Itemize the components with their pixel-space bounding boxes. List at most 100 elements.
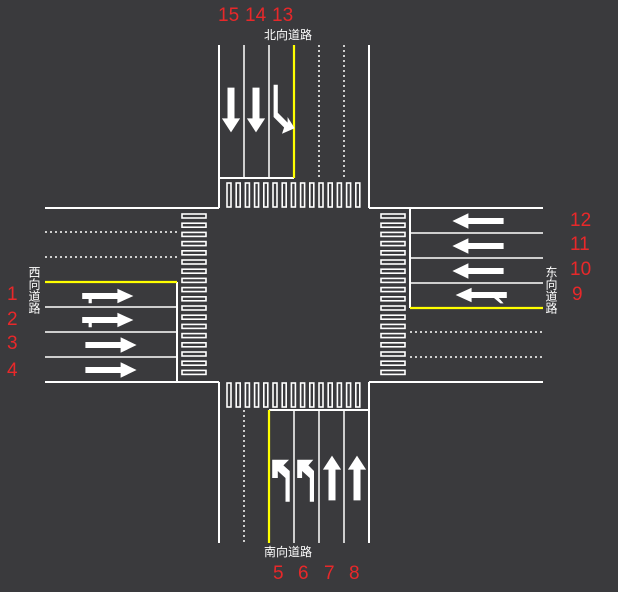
crosswalk-stripe [253,182,260,208]
east-road-label: 东向道路 [544,266,558,314]
road-edges [45,45,543,543]
arrow-straight-icon [322,455,342,501]
crosswalk-stripe [181,305,207,311]
crosswalk-stripe [262,382,269,408]
crosswalk-stripe [380,341,406,348]
crosswalk-stripe [354,182,361,208]
crosswalk-stripe [235,182,241,208]
crosswalk-stripe [181,360,207,367]
lane-number: 4 [7,360,18,381]
crosswalk-stripe [380,240,406,247]
crosswalk-stripe [290,182,297,208]
crosswalk-stripe [345,182,352,208]
crosswalk-stripe [380,222,406,228]
crosswalk-stripe [354,382,361,408]
lane-dividers [45,45,543,543]
arrow-left-icon [272,459,290,502]
lane-number: 9 [572,284,583,305]
crosswalk-stripe [181,286,207,293]
crosswalk-stripe [380,259,406,265]
east-crosswalk [380,213,406,376]
crosswalk-stripe [181,268,207,275]
crosswalk-stripe [380,360,406,367]
crosswalk-stripe [181,231,207,238]
crosswalk-stripe [244,382,251,408]
crosswalk-stripe [336,182,343,208]
north-crosswalk [226,182,361,208]
crosswalk-stripe [380,314,406,321]
lane-number: 14 [245,5,267,26]
crosswalk-stripe [290,382,297,408]
lane-number: 10 [570,259,592,280]
crosswalk-stripe [380,250,406,256]
lane-number: 3 [7,333,18,354]
crosswalk-stripe [181,277,207,284]
arrow-straight-left-icon [455,287,507,304]
crosswalk-stripe [181,332,207,339]
crosswalk-stripe [308,182,315,208]
crosswalk-stripe [262,182,269,208]
center-lines [45,45,543,543]
crosswalk-stripe [181,213,207,219]
lane-number: 1 [7,284,18,305]
crosswalk-stripe [380,305,406,311]
crosswalk-stripe [308,382,315,408]
crosswalk-stripe [181,240,207,247]
west-crosswalk [181,213,207,376]
crosswalk-stripe [253,382,260,408]
arrow-straight-left-icon [82,288,134,304]
crosswalk-stripe [226,382,232,408]
arrow-straight-icon [85,337,137,353]
crosswalk-stripe [380,268,406,275]
arrow-straight-right-icon [273,84,295,134]
arrow-straight-icon [347,455,367,501]
crosswalk-stripe [181,295,207,302]
arrow-straight-left-icon [82,312,134,328]
north-road-label: 北向道路 [264,28,313,42]
crosswalk-stripe [181,314,207,321]
crosswalk-stripe [380,351,406,357]
crosswalk-stripe [281,382,288,408]
crosswalk-stripe [380,277,406,284]
arrow-straight-icon [246,87,266,133]
crosswalk-stripe [272,382,278,408]
crosswalk-stripe [281,182,288,208]
crosswalk-stripe [327,382,334,408]
crosswalk-stripe [380,286,406,293]
lane-number: 2 [7,309,18,330]
crosswalk-stripe [181,259,207,265]
lane-number: 13 [272,5,294,26]
crosswalk-stripe [272,182,278,208]
crosswalk-stripe [244,182,251,208]
lane-number: 8 [349,563,360,584]
crosswalk-stripe [318,182,324,208]
arrow-left-straight-icon [297,459,314,502]
crosswalk-stripe [235,382,241,408]
arrow-straight-icon [452,263,504,279]
crosswalk-stripe [181,250,207,256]
south-road-label: 南向道路 [264,545,313,559]
crosswalk-stripe [380,213,406,219]
lane-arrows [82,84,507,502]
crosswalk-stripe [380,231,406,238]
south-crosswalk [226,382,361,408]
crosswalk-stripe [181,341,207,348]
crosswalk-stripe [380,323,406,330]
crosswalk-stripe [226,182,232,208]
lane-number: 6 [298,563,309,584]
crosswalk-stripe [380,332,406,339]
crosswalk-stripe [318,382,324,408]
crosswalk-stripe [299,182,306,208]
crosswalk-stripe [336,382,343,408]
lane-number: 5 [273,563,284,584]
lane-number: 15 [218,5,240,26]
arrow-straight-icon [452,213,504,229]
arrow-straight-icon [221,87,241,133]
crosswalk-stripe [299,382,306,408]
west-road-label: 西向道路 [27,266,41,314]
crosswalk-stripe [380,369,406,376]
crosswalk-stripe [380,295,406,302]
lane-number: 7 [324,563,335,584]
lane-number: 11 [570,234,590,255]
